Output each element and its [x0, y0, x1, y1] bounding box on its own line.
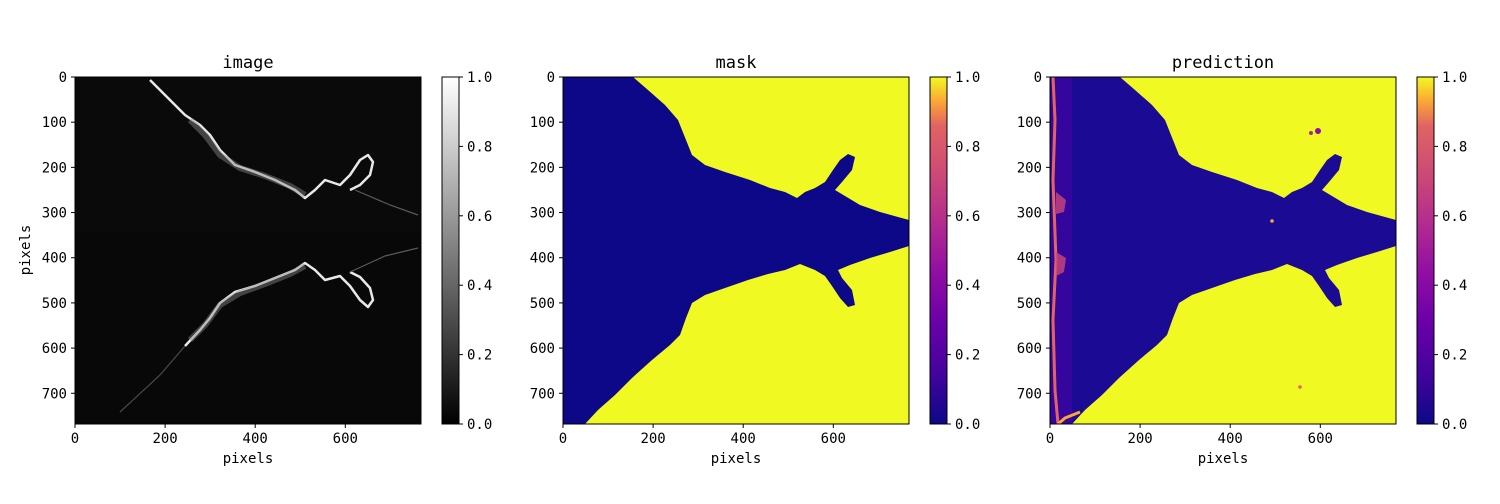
x-tick-label: 0 [1046, 431, 1054, 447]
mask-title: mask [716, 53, 757, 73]
image-lower-faint-line-right [349, 247, 419, 273]
prediction-left-notch-upper [1056, 192, 1066, 214]
colorbar-tick-label: 0.8 [955, 139, 980, 155]
y-tick-label: 500 [42, 296, 67, 312]
y-tick-label: 200 [1017, 160, 1042, 176]
y-tick-label: 0 [59, 70, 67, 86]
colorbar-tick-label: 0.6 [955, 209, 980, 225]
y-tick-label: 200 [42, 160, 67, 176]
image-ylabel: pixels [18, 225, 34, 276]
panel-mask: mask pixels 0 200 400 600 0 100 200 300 400 500 60… [530, 53, 981, 467]
image-upper-edge-glow [187, 117, 307, 198]
prediction-left-notch-lower [1056, 252, 1066, 276]
colorbar-tick-label: 0.0 [467, 417, 492, 433]
image-ticks: 0 200 400 600 0 100 200 300 400 500 600 700 [42, 70, 358, 447]
y-tick-label: 400 [1017, 251, 1042, 267]
x-tick-label: 400 [243, 431, 268, 447]
y-tick-label: 700 [42, 386, 67, 402]
colorbar-tick-label: 0.8 [467, 139, 492, 155]
colorbar-tick-label: 0.0 [955, 417, 980, 433]
x-tick-label: 200 [640, 431, 665, 447]
y-tick-label: 500 [1017, 296, 1042, 312]
prediction-speckle-upper2 [1309, 131, 1313, 135]
mask-xlabel: pixels [711, 451, 762, 467]
prediction-left-band [1050, 77, 1072, 424]
y-tick-label: 500 [530, 296, 555, 312]
prediction-ticks: 0 200 400 600 0 100 200 300 400 500 600 700 [1017, 70, 1333, 447]
y-tick-label: 100 [1017, 115, 1042, 131]
y-tick-label: 300 [1017, 206, 1042, 222]
y-tick-label: 600 [530, 341, 555, 357]
y-tick-label: 300 [530, 206, 555, 222]
colorbar-tick-label: 0.2 [467, 348, 492, 364]
y-tick-label: 700 [1017, 386, 1042, 402]
colorbar-tick-label: 0.6 [1442, 209, 1467, 225]
mask-region [563, 77, 909, 424]
y-tick-label: 700 [530, 386, 555, 402]
x-tick-label: 600 [821, 431, 846, 447]
y-tick-label: 100 [42, 115, 67, 131]
colorbar-tick-label: 0.8 [1442, 139, 1467, 155]
image-lower-half-shade [75, 233, 421, 424]
x-tick-label: 0 [559, 431, 567, 447]
prediction-speckle-mid [1270, 219, 1274, 223]
mask-ticks: 0 200 400 600 0 100 200 300 400 500 600 700 [530, 70, 846, 447]
colorbar-tick-label: 0.4 [467, 278, 492, 294]
prediction-speckle-upper [1315, 128, 1321, 134]
x-tick-label: 600 [333, 431, 358, 447]
colorbar-tick-label: 0.4 [955, 278, 980, 294]
prediction-xlabel: pixels [1198, 451, 1249, 467]
prediction-axes-frame [1049, 76, 1397, 425]
image-lower-edge-glow [187, 263, 307, 343]
image-title: image [222, 53, 273, 73]
y-tick-label: 300 [42, 206, 67, 222]
prediction-region [1050, 77, 1396, 424]
x-tick-label: 400 [1218, 431, 1243, 447]
image-lower-edge [184, 261, 375, 347]
colorbar-tick-label: 1.0 [1442, 70, 1467, 86]
y-tick-label: 0 [547, 70, 555, 86]
x-tick-label: 0 [71, 431, 79, 447]
image-upper-faint-line [354, 189, 419, 216]
x-tick-label: 200 [1127, 431, 1152, 447]
image-lower-faint-line [119, 345, 186, 413]
y-tick-label: 200 [530, 160, 555, 176]
colorbar-tick-label: 0.4 [1442, 278, 1467, 294]
colorbar-tick-label: 1.0 [955, 70, 980, 86]
y-tick-label: 400 [530, 251, 555, 267]
y-tick-label: 100 [530, 115, 555, 131]
y-tick-label: 600 [42, 341, 67, 357]
image-axes-frame [74, 76, 422, 425]
x-tick-label: 400 [731, 431, 756, 447]
panel-image: image pixels pixels 0 200 400 600 0 100 200 300… [18, 53, 492, 467]
prediction-colorbar-ticks: 0.0 0.2 0.4 0.6 0.8 1.0 [1434, 70, 1467, 433]
colorbar-tick-label: 0.2 [955, 348, 980, 364]
prediction-bottom-edge-warm [1057, 410, 1081, 424]
colorbar-tick-label: 0.0 [1442, 417, 1467, 433]
y-tick-label: 400 [42, 251, 67, 267]
image-colorbar-ticks: 0.0 0.2 0.4 0.6 0.8 1.0 [459, 70, 492, 433]
prediction-speckle-lower [1298, 385, 1302, 389]
x-tick-label: 200 [152, 431, 177, 447]
colorbar-tick-label: 1.0 [467, 70, 492, 86]
mask-axes-frame [562, 76, 910, 425]
x-tick-label: 600 [1308, 431, 1333, 447]
mask-colorbar [929, 76, 948, 425]
image-upper-edge [149, 79, 375, 200]
prediction-colorbar [1416, 76, 1435, 425]
image-colorbar [441, 76, 460, 425]
prediction-title: prediction [1172, 53, 1274, 73]
y-tick-label: 0 [1034, 70, 1042, 86]
y-tick-label: 600 [1017, 341, 1042, 357]
image-xlabel: pixels [223, 451, 274, 467]
panel-prediction: prediction pixels 0 200 400 600 0 100 200 300 40… [1017, 53, 1468, 467]
colorbar-tick-label: 0.2 [1442, 348, 1467, 364]
mask-colorbar-ticks: 0.0 0.2 0.4 0.6 0.8 1.0 [947, 70, 980, 433]
colorbar-tick-label: 0.6 [467, 209, 492, 225]
